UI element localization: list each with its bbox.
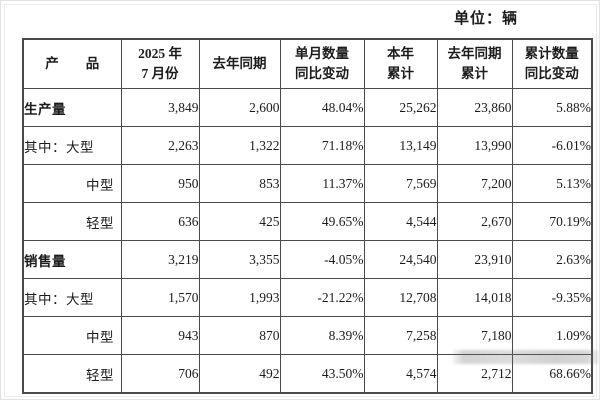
cell-value: 14,018	[436, 278, 513, 317]
table-body: 生产量 3,849 2,600 48.04% 25,262 23,860 5.8…	[22, 88, 593, 394]
cell-value: 11.37%	[279, 164, 365, 203]
cell-value: 3,849	[120, 88, 200, 127]
cell-value: 70.19%	[511, 202, 593, 241]
header-last-year-ytd: 去年同期 累计	[436, 38, 513, 89]
cell-value: 870	[198, 316, 281, 355]
table-row-sales: 销售量 3,219 3,355 -4.05% 24,540 23,910 2.6…	[22, 240, 593, 279]
row-label: 轻型	[22, 202, 122, 241]
cell-value: 3,355	[198, 240, 281, 279]
table-row-sales-large: 其中：大型 1,570 1,993 -21.22% 12,708 14,018 …	[22, 278, 593, 317]
cell-value: 1,322	[198, 126, 281, 165]
cell-value: 2,712	[436, 354, 513, 394]
cell-value: 950	[120, 164, 200, 203]
cell-value: -4.05%	[279, 240, 365, 279]
production-sales-table: 产 品 2025 年 7 月份 去年同期 单月数量 同比变动 本年 累计 去年同…	[22, 38, 593, 394]
cell-value: 13,149	[363, 126, 438, 165]
cell-value: -6.01%	[511, 126, 593, 165]
cell-value: 5.88%	[511, 88, 593, 127]
cell-value: 12,708	[363, 278, 438, 317]
table-header: 产 品 2025 年 7 月份 去年同期 单月数量 同比变动 本年 累计 去年同…	[22, 38, 593, 89]
cell-value: 4,574	[363, 354, 438, 394]
cell-value: 5.13%	[511, 164, 593, 203]
cell-value: 1.09%	[511, 316, 593, 355]
cell-value: 7,200	[436, 164, 513, 203]
cell-value: 23,860	[436, 88, 513, 127]
cell-value: 68.66%	[511, 354, 593, 394]
cell-value: 3,219	[120, 240, 200, 279]
cell-value: 8.39%	[279, 316, 365, 355]
cell-value: 1,993	[198, 278, 281, 317]
cell-value: 23,910	[436, 240, 513, 279]
table-row-production-large: 其中：大型 2,263 1,322 71.18% 13,149 13,990 -…	[22, 126, 593, 165]
row-label: 销售量	[22, 240, 122, 279]
cell-value: 71.18%	[279, 126, 365, 165]
cell-value: 7,258	[363, 316, 438, 355]
header-current-month: 2025 年 7 月份	[120, 38, 200, 89]
cell-value: 4,544	[363, 202, 438, 241]
table-row-production-medium: 中型 950 853 11.37% 7,569 7,200 5.13%	[22, 164, 593, 203]
cell-value: 7,180	[436, 316, 513, 355]
cell-value: 943	[120, 316, 200, 355]
table-row-sales-medium: 中型 943 870 8.39% 7,258 7,180 1.09%	[22, 316, 593, 355]
cell-value: 636	[120, 202, 200, 241]
header-monthly-yoy-change: 单月数量 同比变动	[279, 38, 365, 89]
row-label: 轻型	[22, 354, 122, 394]
unit-label: 单位：辆	[454, 11, 519, 27]
cell-value: 7,569	[363, 164, 438, 203]
cell-value: 492	[198, 354, 281, 394]
table-row-production: 生产量 3,849 2,600 48.04% 25,262 23,860 5.8…	[22, 88, 593, 127]
cell-value: 853	[198, 164, 281, 203]
cell-value: 2,263	[120, 126, 200, 165]
row-label: 中型	[22, 316, 122, 355]
cell-value: 49.65%	[279, 202, 365, 241]
header-cumulative-yoy: 累计数量 同比变动	[511, 38, 593, 89]
row-label: 生产量	[22, 88, 122, 127]
header-row: 产 品 2025 年 7 月份 去年同期 单月数量 同比变动 本年 累计 去年同…	[22, 38, 593, 89]
cell-value: 706	[120, 354, 200, 394]
cell-value: 2,670	[436, 202, 513, 241]
cell-value: 43.50%	[279, 354, 365, 394]
cell-value: 2,600	[198, 88, 281, 127]
cell-value: 2.63%	[511, 240, 593, 279]
header-ytd-total: 本年 累计	[363, 38, 438, 89]
cell-value: -21.22%	[279, 278, 365, 317]
cell-value: 1,570	[120, 278, 200, 317]
cell-value: 425	[198, 202, 281, 241]
row-label: 其中：大型	[22, 126, 122, 165]
row-label: 中型	[22, 164, 122, 203]
row-label: 其中：大型	[22, 278, 122, 317]
table-row-sales-light: 轻型 706 492 43.50% 4,574 2,712 68.66%	[22, 354, 593, 394]
header-product: 产 品	[22, 38, 122, 89]
table-row-production-light: 轻型 636 425 49.65% 4,544 2,670 70.19%	[22, 202, 593, 241]
cell-value: 24,540	[363, 240, 438, 279]
header-last-year-month: 去年同期	[198, 38, 281, 89]
cell-value: -9.35%	[511, 278, 593, 317]
cell-value: 13,990	[436, 126, 513, 165]
cell-value: 25,262	[363, 88, 438, 127]
cell-value: 48.04%	[279, 88, 365, 127]
